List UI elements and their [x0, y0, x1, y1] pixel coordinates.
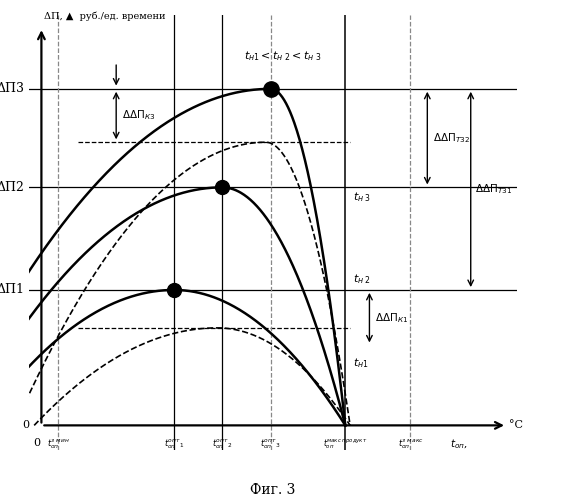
Text: $ΔΔΠ_{Т 32}$: $ΔΔΠ_{Т 32}$ [433, 131, 470, 145]
Text: $t_{н1} < t_{н\ 2} < t_{н\ 3}$: $t_{н1} < t_{н\ 2} < t_{н\ 3}$ [244, 49, 321, 63]
Text: $t_{н\ 2}$: $t_{н\ 2}$ [353, 272, 370, 286]
Text: $ΔΔΠ_{К3}$: $ΔΔΠ_{К3}$ [122, 108, 156, 122]
Text: $t_{оп}$,: $t_{оп}$, [450, 438, 468, 452]
Text: $t_{оп}^{опт}{}_{2}$: $t_{оп}^{опт}{}_{2}$ [212, 438, 232, 451]
Text: Фиг. 3: Фиг. 3 [250, 482, 296, 496]
Text: $t_{н\ 3}$: $t_{н\ 3}$ [353, 190, 371, 203]
Text: $ΔΔΠ_{К1}$: $ΔΔΠ_{К1}$ [375, 311, 409, 324]
Text: $t_{оп}^{з\ мин}$: $t_{оп}^{з\ мин}$ [47, 438, 70, 451]
Text: °C: °C [510, 420, 524, 430]
Text: ΔΠ1: ΔΠ1 [0, 284, 25, 296]
Text: $t_{оп}^{опт}{}_{3}$: $t_{оп}^{опт}{}_{3}$ [260, 438, 281, 451]
Text: ΔΠ2: ΔΠ2 [0, 181, 25, 194]
Text: $t_{оп}^{макс\ продукт}$: $t_{оп}^{макс\ продукт}$ [323, 438, 367, 451]
Text: ΔΠ3: ΔΠ3 [0, 82, 25, 96]
Text: $t_{н1}$: $t_{н1}$ [353, 356, 368, 370]
Text: ΔΠ, ▲  руб./ед. времени: ΔΠ, ▲ руб./ед. времени [44, 12, 166, 21]
Text: $t_{оп}^{з\ макс}$: $t_{оп}^{з\ макс}$ [397, 438, 423, 451]
Text: $t_{оп}^{опт}{}_{1}$: $t_{оп}^{опт}{}_{1}$ [164, 438, 184, 451]
Text: $ΔΔΠ_{Т 31}$: $ΔΔΠ_{Т 31}$ [475, 182, 512, 196]
Text: 0: 0 [33, 438, 40, 448]
Text: 0: 0 [22, 420, 29, 430]
